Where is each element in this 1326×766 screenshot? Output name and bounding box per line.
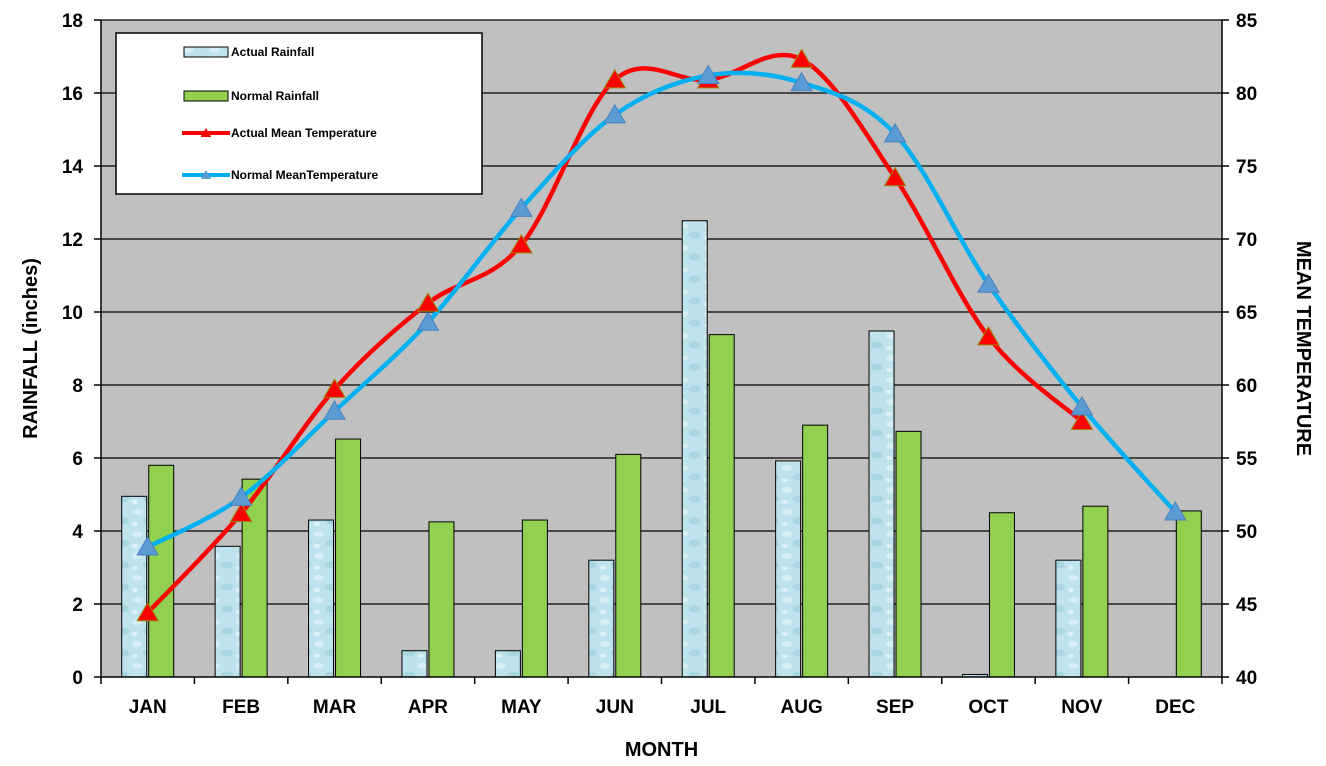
y-tick-label: 18 bbox=[62, 11, 83, 32]
x-tick-label: FEB bbox=[222, 697, 260, 718]
normal-temperature-marker bbox=[603, 103, 627, 124]
bar-normal-rainfall bbox=[615, 453, 642, 678]
y2-tick-label: 60 bbox=[1236, 376, 1257, 397]
x-tick-label: JAN bbox=[129, 697, 167, 718]
x-tick-label: JUL bbox=[690, 697, 726, 718]
bar-normal-rainfall bbox=[802, 424, 829, 678]
x-axis-title: MONTH bbox=[625, 739, 698, 761]
actual-temperature-marker bbox=[883, 166, 907, 187]
y-tick-label: 0 bbox=[72, 668, 83, 689]
legend-swatch bbox=[183, 46, 229, 58]
y-tick-label: 14 bbox=[62, 157, 84, 178]
normal-temperature-marker bbox=[696, 64, 720, 84]
bar-normal-rainfall bbox=[1082, 505, 1109, 678]
y2-tick-label: 50 bbox=[1236, 522, 1257, 543]
y2-tick-label: 45 bbox=[1236, 595, 1258, 616]
y-tick-label: 16 bbox=[62, 84, 83, 105]
legend-label: Actual Mean Temperature bbox=[231, 126, 377, 140]
x-tick-label: MAY bbox=[501, 697, 542, 718]
x-tick-label: JUN bbox=[596, 697, 634, 718]
x-tick-label: MAR bbox=[313, 697, 357, 718]
x-tick-label: AUG bbox=[781, 697, 823, 718]
normal-temperature-marker bbox=[416, 311, 440, 331]
actual-temperature-marker bbox=[510, 233, 533, 254]
bar-normal-rainfall bbox=[895, 430, 922, 678]
bar-normal-rainfall bbox=[708, 334, 735, 678]
normal-temperature-marker bbox=[1070, 395, 1094, 416]
y2-axis-title: MEAN TEMPERATURE bbox=[1292, 241, 1314, 456]
normal-temperature-marker bbox=[790, 71, 813, 92]
bar-actual-rainfall bbox=[681, 220, 708, 678]
normal-temperature-marker bbox=[977, 273, 1000, 293]
x-tick-label: OCT bbox=[968, 697, 1009, 718]
x-tick-label: DEC bbox=[1155, 697, 1195, 718]
bar-actual-rainfall bbox=[588, 559, 615, 678]
normal-temperature-marker bbox=[510, 197, 533, 217]
bar-normal-rainfall bbox=[428, 521, 455, 678]
y-tick-label: 4 bbox=[72, 522, 83, 543]
actual-temperature-marker bbox=[323, 378, 346, 398]
legend-label: Normal Rainfall bbox=[231, 89, 319, 103]
legend-marker bbox=[200, 170, 212, 179]
actual-temperature-marker bbox=[603, 68, 627, 89]
legend-marker bbox=[200, 128, 212, 137]
y-tick-label: 2 bbox=[72, 595, 83, 616]
bars bbox=[121, 220, 1202, 678]
y2-tick-label: 70 bbox=[1236, 230, 1257, 251]
bar-actual-rainfall bbox=[308, 519, 335, 678]
y-tick-label: 6 bbox=[72, 449, 83, 470]
bar-actual-rainfall bbox=[121, 495, 148, 678]
y2-tick-label: 85 bbox=[1236, 11, 1258, 32]
bar-normal-rainfall bbox=[1175, 510, 1202, 678]
normal-temperature-marker bbox=[136, 536, 160, 556]
x-tick-label: SEP bbox=[876, 697, 914, 718]
y2-tick-label: 40 bbox=[1236, 668, 1257, 689]
axes: 0 2 4 6 8 10 12 14 16 18 40 45 50 55 60 65 70 75 80 85 JAN FE… bbox=[62, 11, 1258, 718]
legend-box bbox=[115, 32, 483, 195]
y-tick-label: 12 bbox=[62, 230, 83, 251]
y2-tick-label: 75 bbox=[1236, 157, 1258, 178]
bar-normal-rainfall bbox=[148, 464, 175, 678]
legend-swatch bbox=[183, 90, 229, 102]
actual-temperature-marker bbox=[977, 325, 1000, 346]
y2-tick-label: 65 bbox=[1236, 303, 1258, 324]
bar-actual-rainfall bbox=[401, 650, 428, 678]
normal-temperature-marker bbox=[883, 122, 907, 143]
bar-actual-rainfall bbox=[214, 545, 241, 678]
bar-normal-rainfall bbox=[988, 512, 1015, 678]
bar-actual-rainfall bbox=[494, 650, 521, 678]
bar-actual-rainfall bbox=[775, 460, 802, 678]
legend-label: Normal MeanTemperature bbox=[231, 168, 378, 182]
x-tick-label: APR bbox=[408, 697, 448, 718]
normal-temperature-marker bbox=[323, 400, 346, 420]
actual-temperature-marker bbox=[229, 502, 253, 522]
actual-temperature-marker bbox=[136, 601, 160, 622]
bar-actual-rainfall bbox=[868, 330, 895, 678]
legend: Actual Rainfall Normal Rainfall Actual Mea… bbox=[115, 32, 483, 195]
actual-temperature-marker bbox=[790, 48, 813, 68]
y2-tick-label: 55 bbox=[1236, 449, 1258, 470]
normal-temperature-marker bbox=[229, 486, 253, 506]
actual-temperature-marker bbox=[1070, 410, 1094, 430]
y-tick-label: 10 bbox=[62, 303, 83, 324]
bar-actual-rainfall bbox=[1055, 559, 1082, 678]
y-tick-label: 8 bbox=[72, 376, 83, 397]
x-tick-label: NOV bbox=[1061, 697, 1103, 718]
y-axis-title: RAINFALL (inches) bbox=[20, 258, 42, 439]
lines bbox=[136, 48, 1187, 622]
y2-tick-label: 80 bbox=[1236, 84, 1257, 105]
bar-normal-rainfall bbox=[521, 519, 548, 678]
legend-label: Actual Rainfall bbox=[231, 45, 314, 59]
bar-normal-rainfall bbox=[335, 438, 362, 678]
normal-temperature-marker bbox=[1163, 501, 1187, 521]
